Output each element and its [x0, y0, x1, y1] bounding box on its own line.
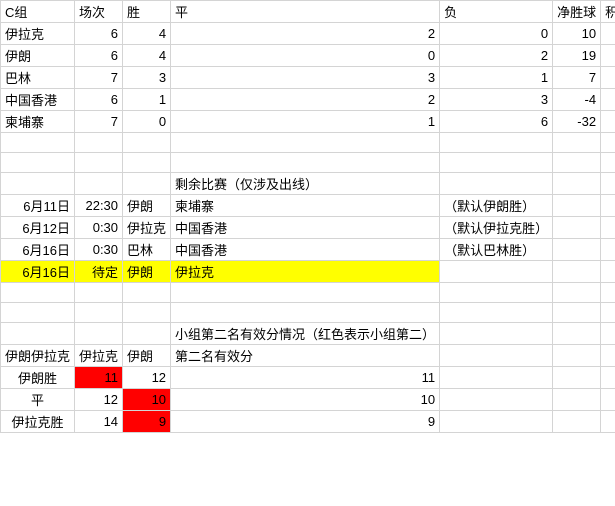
scenario-eff-1: 10 — [171, 389, 440, 411]
match-date-3: 6月16日 — [1, 261, 75, 283]
standings-played-3: 6 — [75, 89, 123, 111]
scenario-label-0: 伊朗胜 — [1, 367, 75, 389]
standings-draw-2: 3 — [171, 67, 440, 89]
standings-win-3: 1 — [123, 89, 171, 111]
match-away-1: 中国香港 — [171, 217, 440, 239]
match-time-1: 0:30 — [75, 217, 123, 239]
standings-team-0: 伊拉克 — [1, 23, 75, 45]
standings-loss-2: 1 — [440, 67, 553, 89]
match-away-3: 伊拉克 — [171, 261, 440, 283]
scenario-head-0: 伊朗伊拉克 — [1, 345, 75, 367]
standings-gd-2: 7 — [553, 67, 601, 89]
match-home-1: 伊拉克 — [123, 217, 171, 239]
scenario-iran-1: 10 — [123, 389, 171, 411]
standings-loss-1: 2 — [440, 45, 553, 67]
scenario-iraq-1: 12 — [75, 389, 123, 411]
match-home-0: 伊朗 — [123, 195, 171, 217]
scenario-head-2: 伊朗 — [123, 345, 171, 367]
match-time-3: 待定 — [75, 261, 123, 283]
match-away-2: 中国香港 — [171, 239, 440, 261]
standings-draw-0: 2 — [171, 23, 440, 45]
match-note-3 — [440, 261, 553, 283]
match-time-0: 22:30 — [75, 195, 123, 217]
match-home-2: 巴林 — [123, 239, 171, 261]
standings-win-1: 4 — [123, 45, 171, 67]
match-time-2: 0:30 — [75, 239, 123, 261]
match-away-0: 柬埔寨 — [171, 195, 440, 217]
match-note-2: （默认巴林胜） — [440, 239, 553, 261]
standings-header-1: 场次 — [75, 1, 123, 23]
scenario-head-1: 伊拉克 — [75, 345, 123, 367]
standings-team-3: 中国香港 — [1, 89, 75, 111]
standings-gd-3: -4 — [553, 89, 601, 111]
scenario-iran-0: 12 — [123, 367, 171, 389]
standings-header-3: 平 — [171, 1, 440, 23]
standings-draw-4: 1 — [171, 111, 440, 133]
standings-team-1: 伊朗 — [1, 45, 75, 67]
standings-played-2: 7 — [75, 67, 123, 89]
scenario-eff-2: 9 — [171, 411, 440, 433]
standings-gd-1: 19 — [553, 45, 601, 67]
standings-team-2: 巴林 — [1, 67, 75, 89]
standings-win-4: 0 — [123, 111, 171, 133]
match-note-1: （默认伊拉克胜） — [440, 217, 553, 239]
standings-gd-0: 10 — [553, 23, 601, 45]
standings-pts-1: 12 — [601, 45, 615, 67]
standings-team-4: 柬埔寨 — [1, 111, 75, 133]
standings-header-6: 积分 — [601, 1, 615, 23]
standings-loss-4: 6 — [440, 111, 553, 133]
standings-draw-1: 0 — [171, 45, 440, 67]
standings-header-0: C组 — [1, 1, 75, 23]
standings-header-4: 负 — [440, 1, 553, 23]
standings-played-0: 6 — [75, 23, 123, 45]
standings-draw-3: 2 — [171, 89, 440, 111]
standings-loss-0: 0 — [440, 23, 553, 45]
scenario-label-1: 平 — [1, 389, 75, 411]
standings-win-0: 4 — [123, 23, 171, 45]
match-home-3: 伊朗 — [123, 261, 171, 283]
standings-gd-4: -32 — [553, 111, 601, 133]
match-date-0: 6月11日 — [1, 195, 75, 217]
scenario-eff-0: 11 — [171, 367, 440, 389]
match-note-0: （默认伊朗胜） — [440, 195, 553, 217]
standings-played-1: 6 — [75, 45, 123, 67]
standings-pts-4: 1 — [601, 111, 615, 133]
scenario-iran-2: 9 — [123, 411, 171, 433]
standings-pts-0: 14 — [601, 23, 615, 45]
standings-pts-2: 12 — [601, 67, 615, 89]
standings-loss-3: 3 — [440, 89, 553, 111]
match-date-2: 6月16日 — [1, 239, 75, 261]
scenario-title: 小组第二名有效分情况（红色表示小组第二） — [171, 323, 440, 345]
scenario-iraq-0: 11 — [75, 367, 123, 389]
scenario-head-3: 第二名有效分 — [171, 345, 440, 367]
standings-header-2: 胜 — [123, 1, 171, 23]
standings-win-2: 3 — [123, 67, 171, 89]
standings-header-5: 净胜球 — [553, 1, 601, 23]
standings-pts-3: 5 — [601, 89, 615, 111]
scenario-iraq-2: 14 — [75, 411, 123, 433]
spreadsheet-grid: C组场次胜平负净胜球积分伊拉克64201014伊朗64021912巴林73317… — [0, 0, 615, 433]
remaining-title: 剩余比赛（仅涉及出线） — [171, 173, 440, 195]
scenario-label-2: 伊拉克胜 — [1, 411, 75, 433]
standings-played-4: 7 — [75, 111, 123, 133]
match-date-1: 6月12日 — [1, 217, 75, 239]
